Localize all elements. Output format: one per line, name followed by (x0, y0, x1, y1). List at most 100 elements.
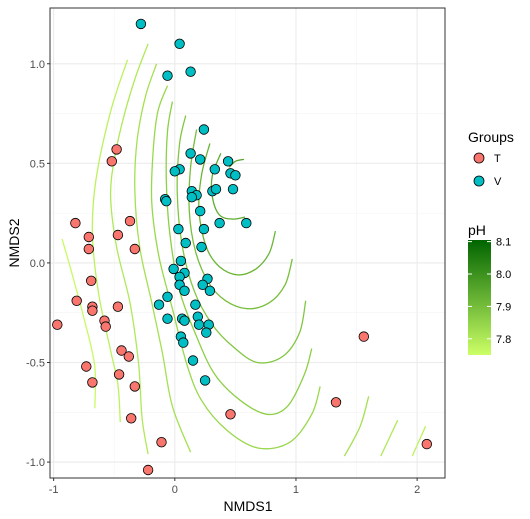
point-t (129, 243, 141, 255)
point-t (112, 229, 124, 241)
point-v (179, 285, 190, 297)
point-v (185, 66, 196, 77)
plot-border (49, 7, 446, 479)
point-v (199, 375, 211, 386)
point-t (129, 381, 141, 392)
ph-tick-label: 7.9 (496, 301, 511, 313)
point-v (196, 241, 207, 253)
point-v (194, 205, 206, 217)
point-v (179, 315, 190, 326)
point-t (87, 305, 98, 316)
point-v (214, 217, 225, 229)
point-v (180, 237, 191, 249)
legend-label-v: V (494, 176, 502, 188)
x-tick-label: 1 (293, 484, 299, 496)
y-tick-label: -1.0 (26, 457, 45, 469)
ph-contour-line (343, 396, 370, 457)
point-v (135, 18, 147, 30)
point-v (190, 299, 201, 310)
grid-lines (50, 8, 445, 478)
point-t (156, 437, 167, 448)
point-t (70, 217, 81, 229)
point-v (222, 156, 234, 167)
point-v (194, 154, 206, 165)
point-t (421, 438, 433, 450)
point-v (175, 255, 187, 267)
point-v (153, 299, 165, 310)
point-v (227, 183, 239, 195)
ph-contour-line (91, 59, 129, 423)
point-v (198, 124, 210, 135)
point-v (162, 313, 173, 324)
point-v (198, 223, 210, 235)
ph-contour-line (134, 63, 192, 453)
point-v (186, 191, 198, 203)
ph-colorbar-ticks: 8.1 8.0 7.9 7.8 (468, 237, 511, 346)
point-t (125, 413, 137, 424)
point-t (83, 231, 95, 243)
groups-legend: Groups T V (468, 129, 514, 188)
ph-contour-line (198, 143, 277, 276)
point-v (162, 70, 173, 81)
point-t (111, 144, 122, 155)
point-v (209, 164, 221, 175)
point-v (185, 148, 196, 159)
ph-contour-line (109, 43, 149, 455)
point-v (178, 337, 189, 348)
sample-points (52, 18, 433, 476)
ph-tick-label: 8.0 (496, 269, 511, 281)
y-axis-title: NMDS2 (6, 218, 22, 267)
point-t (358, 331, 370, 342)
point-t (85, 275, 97, 287)
point-v (210, 183, 222, 195)
point-t (81, 361, 92, 372)
point-t (52, 319, 63, 330)
point-t (106, 156, 118, 167)
ph-tick-label: 8.1 (496, 237, 511, 249)
point-v (187, 355, 199, 366)
ph-legend: pH 8.1 8.0 7.9 7.8 (468, 222, 511, 355)
y-tick-label: -0.5 (26, 357, 45, 369)
point-t (124, 215, 136, 227)
point-v (197, 279, 208, 291)
plot-panel (50, 8, 445, 478)
point-t (112, 301, 124, 312)
x-tick-label: -1 (49, 484, 59, 496)
point-t (113, 369, 125, 380)
point-v (169, 166, 181, 177)
point-v (173, 223, 184, 235)
ph-legend-title: pH (468, 222, 486, 238)
y-tick-label: 0.0 (30, 258, 45, 270)
ph-contour-line (165, 101, 313, 416)
y-tick-label: 0.5 (30, 158, 45, 170)
point-v (174, 38, 185, 50)
point-v (204, 285, 216, 297)
point-v (161, 195, 172, 207)
ph-contour-line (380, 419, 399, 457)
y-axis-ticks: -1.0 -0.5 0.0 0.5 1.0 (26, 59, 50, 469)
legend-label-t: T (494, 153, 501, 165)
x-axis-ticks: -1 0 1 2 (49, 478, 420, 496)
y-tick-label: 1.0 (30, 59, 45, 71)
point-v (162, 291, 173, 303)
point-v (241, 217, 252, 229)
legend-key-t (473, 152, 485, 164)
x-axis-title: NMDS1 (223, 498, 272, 514)
point-v (193, 319, 205, 330)
point-t (83, 243, 95, 255)
point-v (168, 263, 179, 275)
point-t (142, 464, 154, 476)
x-tick-label: 0 (172, 484, 178, 496)
ph-tick-label: 7.8 (496, 334, 511, 346)
ph-contour-line (150, 85, 321, 450)
x-tick-label: 2 (414, 484, 420, 496)
point-t (330, 397, 342, 408)
point-t (87, 377, 98, 388)
groups-legend-title: Groups (468, 129, 514, 145)
point-t (100, 321, 111, 332)
point-t (225, 409, 236, 420)
legend-key-v (473, 175, 485, 187)
point-t (123, 351, 135, 362)
point-t (116, 345, 127, 356)
